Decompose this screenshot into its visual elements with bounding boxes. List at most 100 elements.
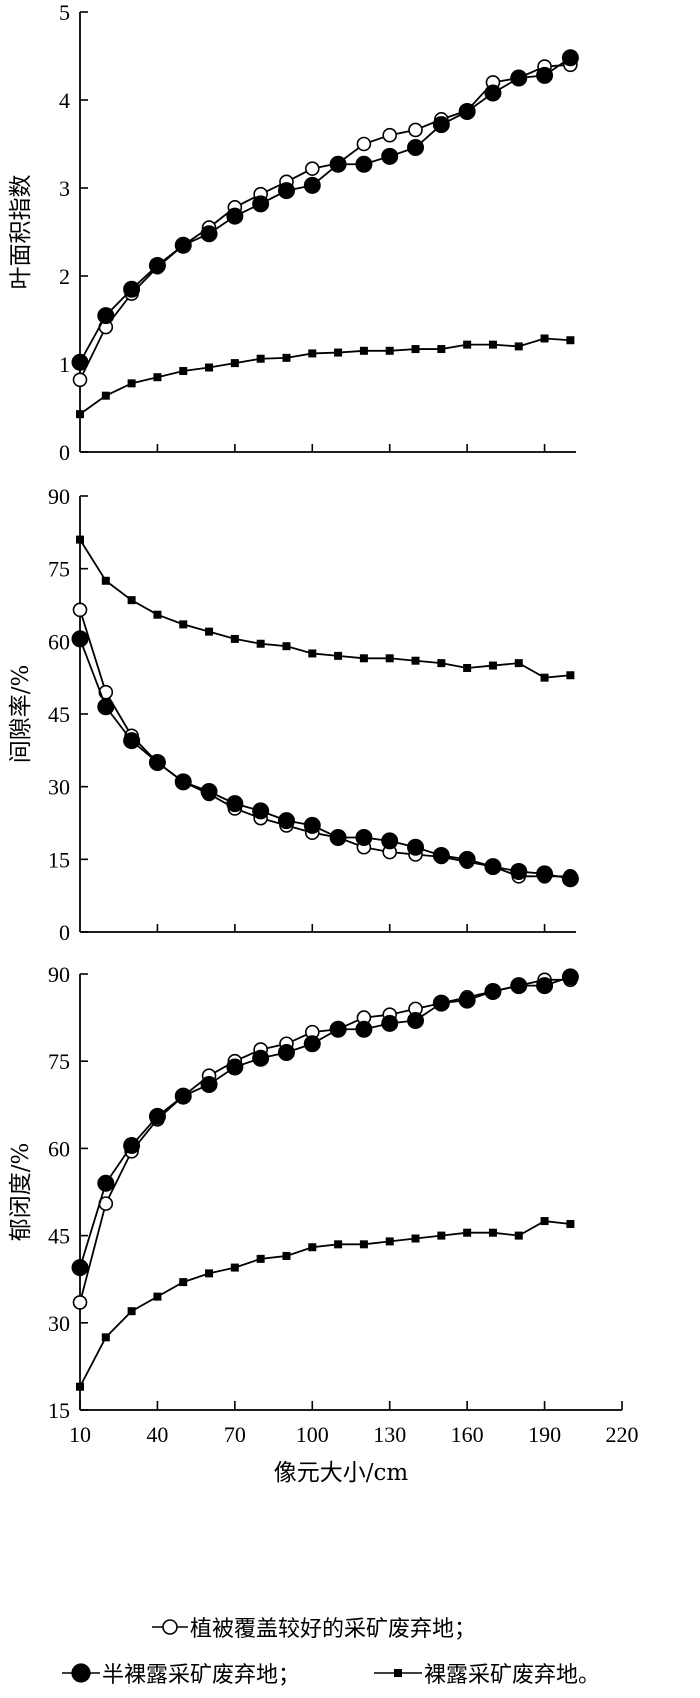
data-point-square [488, 661, 497, 670]
data-point-filled-circle [355, 155, 373, 173]
series-semi-bare [71, 968, 579, 1277]
data-point-square [385, 654, 394, 663]
data-point-square [514, 1231, 523, 1240]
x-tick-label: 220 [606, 1422, 639, 1447]
y-axis-label-canopy: 郁闭度/% [8, 1143, 34, 1242]
data-point-square [385, 1237, 394, 1246]
x-tick-label: 190 [528, 1422, 561, 1447]
data-point-square [463, 663, 472, 672]
data-point-square [205, 363, 214, 372]
data-point-square [488, 340, 497, 349]
data-point-filled-circle [561, 49, 579, 67]
data-point-filled-circle [123, 732, 141, 750]
data-point-open-circle [72, 1295, 88, 1310]
data-point-filled-circle [432, 846, 450, 864]
series-bare [76, 1217, 575, 1391]
data-point-filled-circle [71, 1259, 89, 1277]
y-tick-label: 2 [59, 264, 70, 289]
y-tick-label: 45 [48, 702, 70, 727]
y-tick-label: 0 [59, 440, 70, 465]
data-point-filled-circle [303, 816, 321, 834]
data-point-open-circle [72, 602, 88, 618]
data-point-square [153, 610, 162, 619]
data-point-filled-circle [407, 838, 425, 856]
series-semi-bare [71, 630, 579, 888]
data-point-square [308, 649, 317, 658]
data-point-square [463, 1228, 472, 1237]
data-point-square [411, 656, 420, 665]
data-point-square [282, 1251, 291, 1260]
series-bare [76, 535, 575, 682]
data-point-filled-circle [252, 802, 270, 820]
data-point-filled-circle [407, 139, 425, 157]
y-tick-label: 4 [59, 88, 70, 113]
data-point-square [101, 391, 110, 400]
data-point-square [359, 346, 368, 355]
data-point-open-circle [304, 161, 320, 176]
data-point-filled-circle [123, 280, 141, 298]
data-point-square [282, 642, 291, 651]
data-point-filled-circle [355, 1020, 373, 1038]
data-point-square [411, 1234, 420, 1243]
x-tick-label: 70 [224, 1422, 246, 1447]
legend-square-marker [374, 1669, 422, 1677]
chart-figure: 012345叶面积指数0153045607590间隙率/%15304560759… [8, 0, 639, 1486]
data-point-filled-circle [174, 1087, 192, 1105]
data-point-filled-circle [226, 795, 244, 813]
data-point-square [540, 673, 549, 682]
data-point-filled-circle [329, 155, 347, 173]
data-point-square [256, 639, 265, 648]
data-point-filled-circle [123, 1136, 141, 1154]
data-point-filled-circle [200, 1075, 218, 1093]
data-point-square [437, 1231, 446, 1240]
data-point-filled-circle [458, 102, 476, 120]
data-point-filled-circle [536, 865, 554, 883]
y-tick-label: 60 [48, 629, 70, 654]
data-point-square [566, 336, 575, 345]
data-point-square [179, 367, 188, 376]
data-point-filled-circle [148, 753, 166, 771]
legend-label-semi-bare: 半裸露采矿废弃地； [102, 1663, 301, 1688]
y-tick-label: 5 [59, 0, 70, 25]
data-point-filled-circle [277, 1043, 295, 1061]
series-line-bare [79, 1220, 571, 1388]
data-point-square [230, 359, 239, 368]
y-tick-label: 30 [48, 1311, 70, 1336]
data-point-square [127, 1307, 136, 1316]
data-point-square [230, 634, 239, 643]
data-point-square [359, 1240, 368, 1249]
series-line-well-vegetated [79, 609, 571, 878]
data-point-square [230, 1263, 239, 1272]
data-point-filled-circle [277, 182, 295, 200]
data-point-filled-circle [484, 84, 502, 102]
data-point-filled-circle [200, 225, 218, 243]
data-point-square [437, 659, 446, 668]
data-point-square [540, 1217, 549, 1226]
data-point-filled-circle [510, 862, 528, 880]
series-line-semi-bare [79, 57, 571, 363]
series-line-well-vegetated [79, 978, 571, 1303]
data-point-square [334, 651, 343, 660]
y-tick-label: 15 [48, 1398, 70, 1423]
y-axis-label-lai: 叶面积指数 [8, 175, 34, 290]
data-point-square [463, 340, 472, 349]
legend-label-bare: 裸露采矿废弃地。 [424, 1663, 601, 1688]
data-point-filled-circle [355, 829, 373, 847]
panel-canopy: 15 30 45 60 75 90 10 40 70 100 130 160 190 220 郁闭度/% 像元… [8, 962, 639, 1486]
data-point-open-circle [382, 127, 398, 143]
data-point-filled-circle [226, 207, 244, 225]
data-point-open-circle [408, 122, 423, 138]
data-point-filled-circle [303, 1035, 321, 1053]
legend: 植被覆盖较好的采矿废弃地； 半裸露采矿废弃地； 裸露采矿废弃地。 [0, 1610, 700, 1698]
x-tick-label: 10 [69, 1422, 91, 1447]
data-point-filled-circle [200, 783, 218, 801]
data-point-open-circle [356, 136, 372, 152]
data-point-filled-circle [407, 1012, 425, 1030]
data-point-square [359, 654, 368, 663]
legend-entry-well-vegetated: 植被覆盖较好的采矿废弃地； [150, 1612, 476, 1642]
series-well-vegetated [72, 57, 578, 388]
legend-label-well-vegetated: 植被覆盖较好的采矿废弃地； [190, 1617, 477, 1642]
data-point-filled-circle [252, 195, 270, 213]
series-line-bare [79, 337, 571, 415]
data-point-square [76, 1382, 84, 1391]
